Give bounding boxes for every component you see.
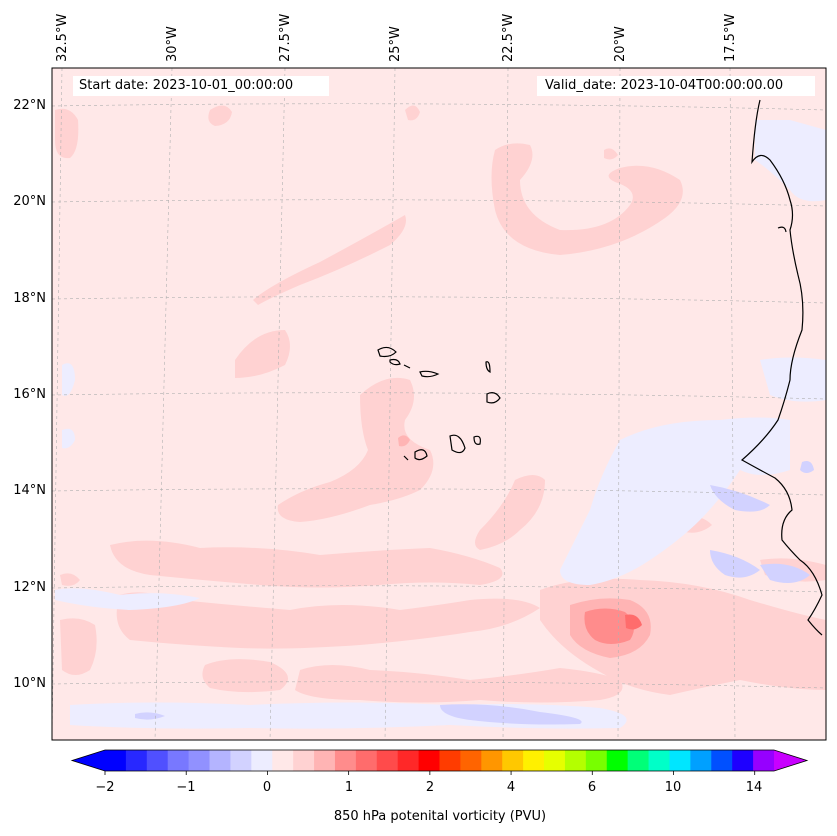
- map-area: [51, 67, 827, 741]
- colorbar-tick-label: −1: [176, 780, 196, 795]
- colorbar-bin: [585, 750, 608, 771]
- lat-label: 18°N: [13, 291, 46, 306]
- colorbar-bin: [293, 750, 315, 771]
- colorbar-bin: [690, 750, 712, 771]
- lon-label: 25°W: [388, 26, 403, 62]
- colorbar-tick-label: 10: [664, 780, 682, 795]
- colorbar-bin: [544, 750, 566, 771]
- start-date-box: Start date: 2023-10-01_00:00:00: [73, 76, 329, 96]
- colorbar-bin: [272, 750, 294, 771]
- colorbar-bin: [418, 750, 440, 771]
- colorbar-bin: [230, 750, 252, 771]
- colorbar-over-arrow: [774, 750, 807, 771]
- colorbar-bin: [732, 750, 754, 771]
- colorbar-bins: [105, 750, 775, 771]
- colorbar-bin: [314, 750, 336, 771]
- colorbar-bin: [711, 750, 733, 771]
- valid-date-box: Valid_date: 2023-10-04T00:00:00.00: [537, 76, 815, 96]
- coastline: [740, 99, 823, 636]
- colorbar-bin: [669, 750, 691, 771]
- colorbar-title: 850 hPa potenital vorticity (PVU): [333, 809, 547, 824]
- colorbar-tick-label: 0: [262, 780, 272, 795]
- colorbar-bin: [460, 750, 482, 771]
- pv-contours-positive: [55, 105, 826, 703]
- pv-contours-negative: [55, 120, 826, 729]
- colorbar-bin: [753, 750, 775, 771]
- map-frame: [51, 67, 827, 741]
- colorbar-bin: [146, 750, 169, 771]
- colorbar-bin: [209, 750, 231, 771]
- cape-verde-islands: [377, 346, 501, 461]
- lon-label: 20°W: [613, 26, 628, 62]
- colorbar-bin: [439, 750, 461, 771]
- colorbar: [70, 749, 809, 775]
- colorbar-bin: [502, 750, 524, 771]
- colorbar-tick-label: 6: [587, 780, 597, 795]
- colorbar-bin: [627, 750, 650, 771]
- gridlines: [51, 67, 827, 741]
- lon-label: 27.5°W: [278, 13, 293, 62]
- colorbar-bin: [606, 750, 629, 771]
- lon-label: 22.5°W: [501, 13, 516, 62]
- colorbar-bin: [397, 750, 420, 771]
- colorbar-tick-label: 4: [506, 780, 516, 795]
- colorbar-bin: [167, 750, 190, 771]
- start-date-text: Start date: 2023-10-01_00:00:00: [79, 78, 294, 93]
- colorbar-bin: [188, 750, 211, 771]
- lon-label: 32.5°W: [55, 13, 70, 62]
- colorbar-tick-label: −2: [95, 780, 115, 795]
- valid-date-text: Valid_date: 2023-10-04T00:00:00.00: [545, 78, 784, 93]
- colorbar-tick-label: 14: [745, 780, 763, 795]
- lat-label: 16°N: [13, 387, 46, 402]
- colorbar-tick-marks: [104, 771, 756, 775]
- lat-label: 14°N: [13, 483, 46, 498]
- colorbar-bin: [648, 750, 670, 771]
- lat-label: 20°N: [13, 194, 46, 209]
- colorbar-bin: [376, 750, 399, 771]
- lon-label: 30°W: [165, 26, 180, 62]
- lat-label: 12°N: [13, 580, 46, 595]
- colorbar-bin: [564, 750, 587, 771]
- colorbar-bin: [125, 750, 148, 771]
- colorbar-tick-label: 2: [425, 780, 435, 795]
- colorbar-bin: [251, 750, 273, 771]
- lat-label: 22°N: [13, 98, 46, 113]
- colorbar-bin: [334, 750, 357, 771]
- colorbar-bin: [523, 750, 545, 771]
- colorbar-bin: [481, 750, 503, 771]
- colorbar-bin: [355, 750, 378, 771]
- lon-label: 17.5°W: [723, 13, 738, 62]
- colorbar-tick-label: 1: [344, 780, 354, 795]
- colorbar-under-arrow: [72, 750, 105, 771]
- lat-label: 10°N: [13, 676, 46, 691]
- pv-contours-strong: [398, 435, 651, 658]
- colorbar-bin: [105, 750, 127, 771]
